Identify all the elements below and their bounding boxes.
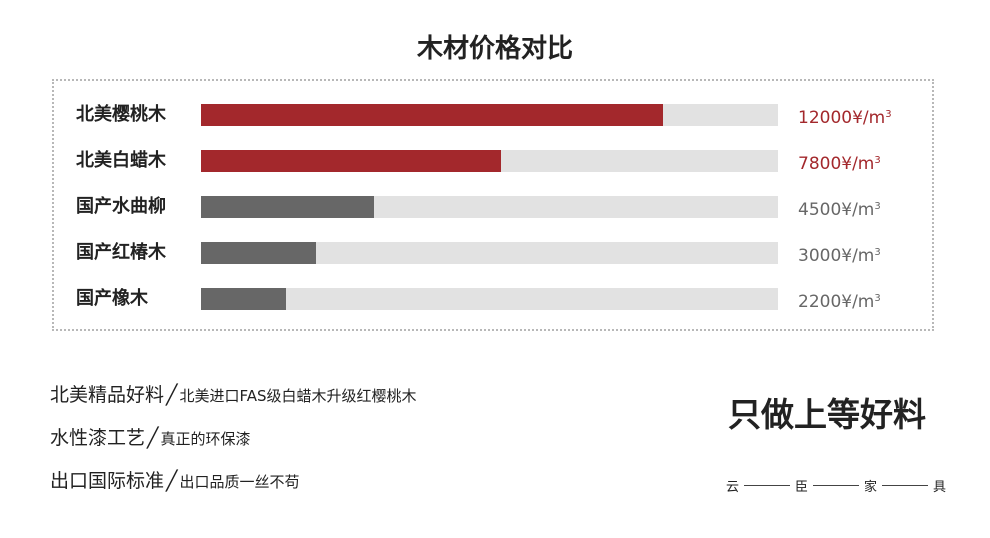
value-unit: ¥/m [841, 292, 875, 312]
value-number: 4500 [798, 200, 842, 220]
category-label: 北美白蜡木 [76, 150, 166, 171]
feature-detail: 出口品质一丝不苟 [179, 473, 300, 491]
slogan: 只做上等好料 [728, 395, 926, 434]
value-unit: ¥/m [852, 108, 886, 128]
bar-row: 国产水曲柳 4500¥/m3 [54, 196, 934, 221]
bar-row: 国产橡木 2200¥/m3 [54, 288, 934, 313]
value-number: 3000 [798, 246, 842, 266]
value-label: 4500¥/m3 [798, 196, 881, 221]
category-label: 国产橡木 [76, 288, 148, 309]
category-label: 国产红椿木 [76, 242, 166, 263]
bar [201, 196, 374, 218]
value-number: 12000 [798, 108, 853, 128]
feature-item: 出口国际标准 ╱ 出口品质一丝不苟 [50, 468, 299, 495]
brand-char: 具 [933, 479, 947, 495]
value-unit: ¥/m [841, 154, 875, 174]
category-label: 北美樱桃木 [76, 104, 166, 125]
bar-track [201, 288, 778, 310]
value-unit-exponent: 3 [874, 293, 881, 304]
feature-title: 北美精品好料 [50, 384, 165, 406]
category-label: 国产水曲柳 [76, 196, 166, 217]
value-label: 7800¥/m3 [798, 150, 881, 175]
value-number: 7800 [798, 154, 842, 174]
bar-track [201, 196, 778, 218]
feature-item: 北美精品好料 ╱ 北美进口FAS级白蜡木升级红樱桃木 [50, 382, 417, 409]
bar [201, 242, 316, 264]
value-label: 3000¥/m3 [798, 242, 881, 267]
value-unit-exponent: 3 [885, 109, 892, 120]
brand-divider [813, 484, 859, 486]
value-number: 2200 [798, 292, 842, 312]
bar-row: 国产红椿木 3000¥/m3 [54, 242, 934, 267]
feature-detail: 北美进口FAS级白蜡木升级红樱桃木 [179, 387, 417, 405]
feature-separator: ╱ [147, 427, 159, 449]
price-chart: 北美樱桃木 12000¥/m3 北美白蜡木 7800¥/m3 国产水曲柳 4500¥/m3… [52, 79, 934, 331]
brand-char: 云 [726, 479, 740, 495]
bar [201, 150, 501, 172]
brand-divider [744, 484, 790, 486]
brand-char: 臣 [795, 479, 809, 495]
brand-signature: 云 臣 家 具 [726, 476, 947, 495]
bar-row: 北美樱桃木 12000¥/m3 [54, 104, 934, 129]
bar-track [201, 242, 778, 264]
value-unit-exponent: 3 [874, 155, 881, 166]
chart-title: 木材价格对比 [416, 34, 573, 64]
brand-char: 家 [864, 479, 878, 495]
bar-track [201, 104, 778, 126]
feature-title: 水性漆工艺 [50, 427, 146, 449]
feature-separator: ╱ [166, 470, 178, 492]
value-unit: ¥/m [841, 246, 875, 266]
value-unit-exponent: 3 [874, 247, 881, 258]
feature-separator: ╱ [166, 384, 178, 406]
feature-item: 水性漆工艺 ╱ 真正的环保漆 [50, 425, 250, 452]
value-label: 2200¥/m3 [798, 288, 881, 313]
bar-track [201, 150, 778, 172]
bar [201, 288, 286, 310]
bar [201, 104, 663, 126]
value-unit-exponent: 3 [874, 201, 881, 212]
value-label: 12000¥/m3 [798, 104, 892, 129]
value-unit: ¥/m [841, 200, 875, 220]
feature-title: 出口国际标准 [50, 470, 165, 492]
bar-row: 北美白蜡木 7800¥/m3 [54, 150, 934, 175]
feature-detail: 真正的环保漆 [160, 430, 251, 448]
brand-divider [882, 484, 928, 486]
